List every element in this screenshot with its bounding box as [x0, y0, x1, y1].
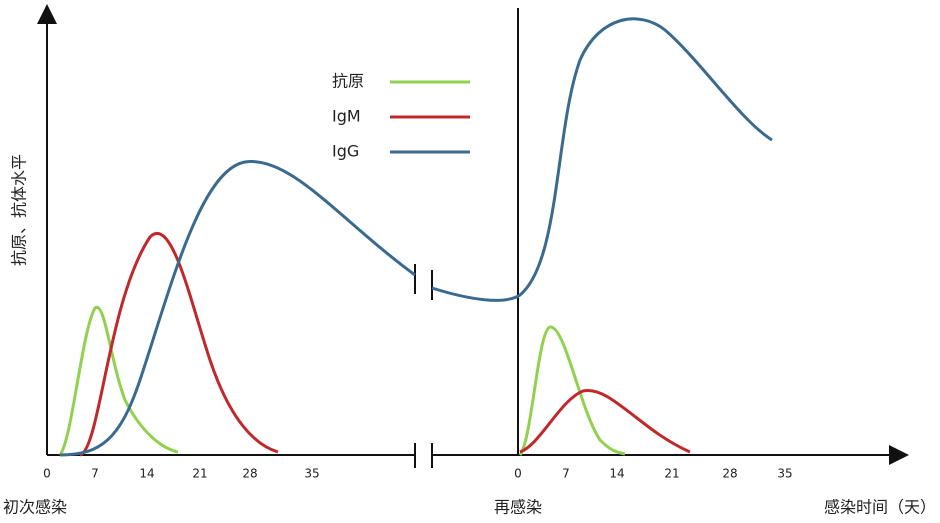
x-tick-label: 28 [722, 467, 737, 481]
igm-curve [519, 389, 691, 454]
x-tick-label: 35 [304, 467, 319, 481]
x-tick-label: 35 [777, 467, 792, 481]
axis-break [414, 264, 433, 468]
x-label: 感染时间（天） [824, 498, 936, 517]
first-event: 初次感染 [3, 498, 67, 517]
x-tick-label: 28 [242, 467, 257, 481]
x-tick-label: 21 [664, 467, 679, 481]
y-label: 抗原、抗体水平 [10, 154, 29, 266]
legend-label: 抗原 [332, 72, 364, 91]
antigen-curve [58, 305, 179, 456]
x-tick-label: 7 [562, 467, 570, 481]
second-event: 再感染 [494, 498, 542, 517]
x-tick-label: 0 [43, 467, 51, 481]
legend-label: IgG [332, 142, 359, 161]
x-tick-label: 14 [139, 467, 154, 481]
x-tick-label: 0 [514, 467, 522, 481]
igm-curve [79, 232, 279, 457]
x-tick-label: 14 [609, 467, 624, 481]
x-tick-label: 7 [91, 467, 99, 481]
igg-curve [59, 160, 416, 457]
antigen-curve [518, 325, 626, 456]
x-tick-label: 21 [192, 467, 207, 481]
legend-label: IgM [332, 107, 361, 126]
igg-curve [431, 17, 773, 302]
